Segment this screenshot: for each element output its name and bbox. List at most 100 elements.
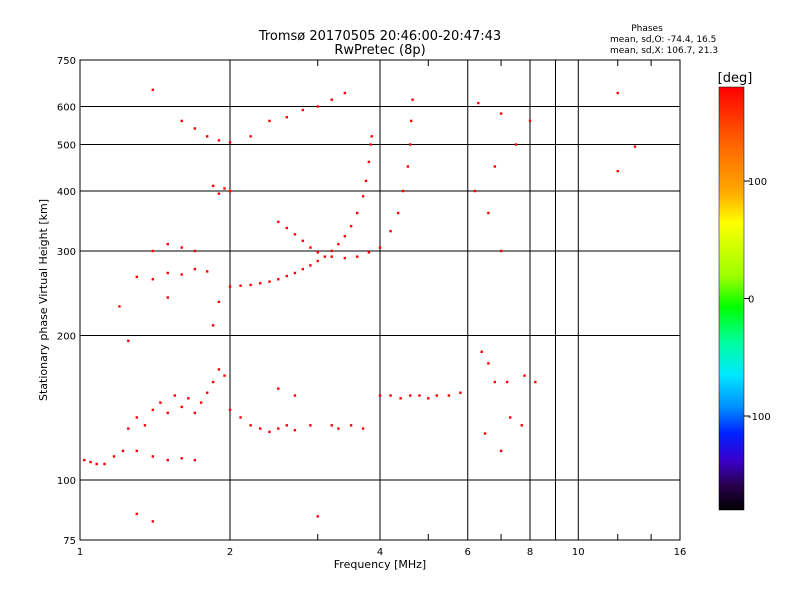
data-point — [268, 280, 271, 283]
data-point — [406, 165, 410, 168]
data-point — [277, 278, 280, 281]
y-tick-labels: 75 100 200 300 400 500 600 750 — [57, 56, 76, 547]
data-point — [378, 394, 382, 397]
data-point — [121, 449, 125, 453]
data-point — [193, 249, 197, 253]
y-axis-label: Stationary phase Virtual Height [km] — [37, 199, 50, 401]
data-point — [143, 424, 147, 427]
data-point — [277, 427, 280, 430]
data-point — [520, 424, 523, 427]
data-point — [337, 242, 340, 246]
data-point — [199, 401, 203, 404]
data-point — [355, 211, 359, 215]
phase-stats-o: mean, sd,O: -74.4, 16.5 — [610, 35, 716, 45]
data-point — [459, 391, 462, 394]
data-point — [309, 424, 312, 427]
data-point — [217, 192, 221, 195]
y-tick-label: 100 — [57, 476, 76, 487]
data-point — [477, 101, 480, 105]
data-point — [151, 455, 155, 458]
data-point — [211, 380, 215, 384]
y-tick-label: 200 — [57, 332, 76, 343]
y-tick-label: 600 — [57, 103, 76, 114]
data-point — [118, 305, 121, 308]
data-point — [370, 135, 373, 138]
data-point — [367, 251, 371, 254]
data-point — [151, 408, 155, 412]
data-point — [205, 270, 209, 273]
data-point — [135, 416, 138, 419]
data-point — [180, 405, 183, 409]
data-point — [151, 88, 155, 92]
data-point — [166, 411, 169, 415]
y-tick-label: 75 — [63, 536, 76, 547]
data-point — [103, 462, 106, 466]
colorbar-unit-label: [deg] — [718, 71, 753, 86]
data-point — [259, 427, 262, 430]
grid-lines — [80, 60, 680, 540]
data-point — [616, 169, 619, 173]
data-point — [166, 271, 169, 275]
data-point — [355, 255, 359, 258]
data-point — [166, 458, 169, 462]
data-point — [411, 98, 414, 101]
y-tick-label: 300 — [57, 247, 76, 258]
x-tick-label: 10 — [572, 547, 585, 558]
data-point — [483, 432, 487, 435]
data-point — [337, 427, 340, 430]
data-point — [228, 408, 232, 412]
data-point — [480, 350, 483, 353]
data-point — [223, 187, 226, 190]
data-point — [309, 246, 312, 249]
x-tick-labels: 1 2 4 6 8 10 16 — [77, 547, 687, 558]
data-point — [293, 394, 297, 397]
data-point — [349, 424, 353, 427]
data-point — [217, 139, 221, 142]
data-point — [166, 296, 169, 299]
data-point — [343, 235, 347, 238]
data-point — [401, 189, 405, 193]
data-point — [249, 283, 252, 287]
data-point — [217, 368, 221, 371]
data-point — [309, 264, 312, 267]
data-point — [151, 249, 155, 253]
data-point — [316, 259, 319, 263]
data-point — [528, 119, 532, 123]
data-point — [633, 145, 637, 148]
data-point — [505, 380, 509, 384]
chart-title: Tromsø 20170505 20:46:00-20:47:43 — [258, 29, 501, 44]
data-point — [89, 460, 92, 464]
data-point — [205, 391, 209, 394]
y-tick-label: 750 — [57, 56, 76, 67]
data-point — [330, 424, 333, 427]
x-axis-label: Frequency [MHz] — [334, 558, 426, 571]
data-point — [135, 512, 138, 516]
x-tick-label: 2 — [227, 547, 233, 558]
data-point — [330, 98, 333, 101]
data-point — [285, 226, 288, 230]
data-point — [187, 397, 190, 400]
x-tick-label: 4 — [377, 547, 383, 558]
data-point — [499, 449, 503, 453]
data-point — [447, 394, 451, 397]
data-point — [151, 520, 155, 523]
data-point — [135, 449, 138, 453]
y-tick-label: 400 — [57, 187, 76, 198]
data-point — [487, 211, 490, 215]
data-point — [180, 273, 183, 276]
data-point — [293, 271, 297, 275]
data-point — [418, 394, 421, 397]
data-point — [285, 116, 288, 119]
data-point — [487, 362, 490, 365]
scatter-points — [83, 88, 637, 523]
data-point — [211, 324, 215, 327]
data-point — [323, 255, 327, 258]
data-point — [301, 239, 305, 243]
data-point — [473, 189, 477, 193]
data-point — [435, 394, 438, 397]
data-point — [173, 394, 177, 397]
data-point — [180, 246, 183, 249]
data-point — [127, 339, 130, 343]
data-point — [223, 374, 226, 377]
data-point — [399, 397, 402, 400]
